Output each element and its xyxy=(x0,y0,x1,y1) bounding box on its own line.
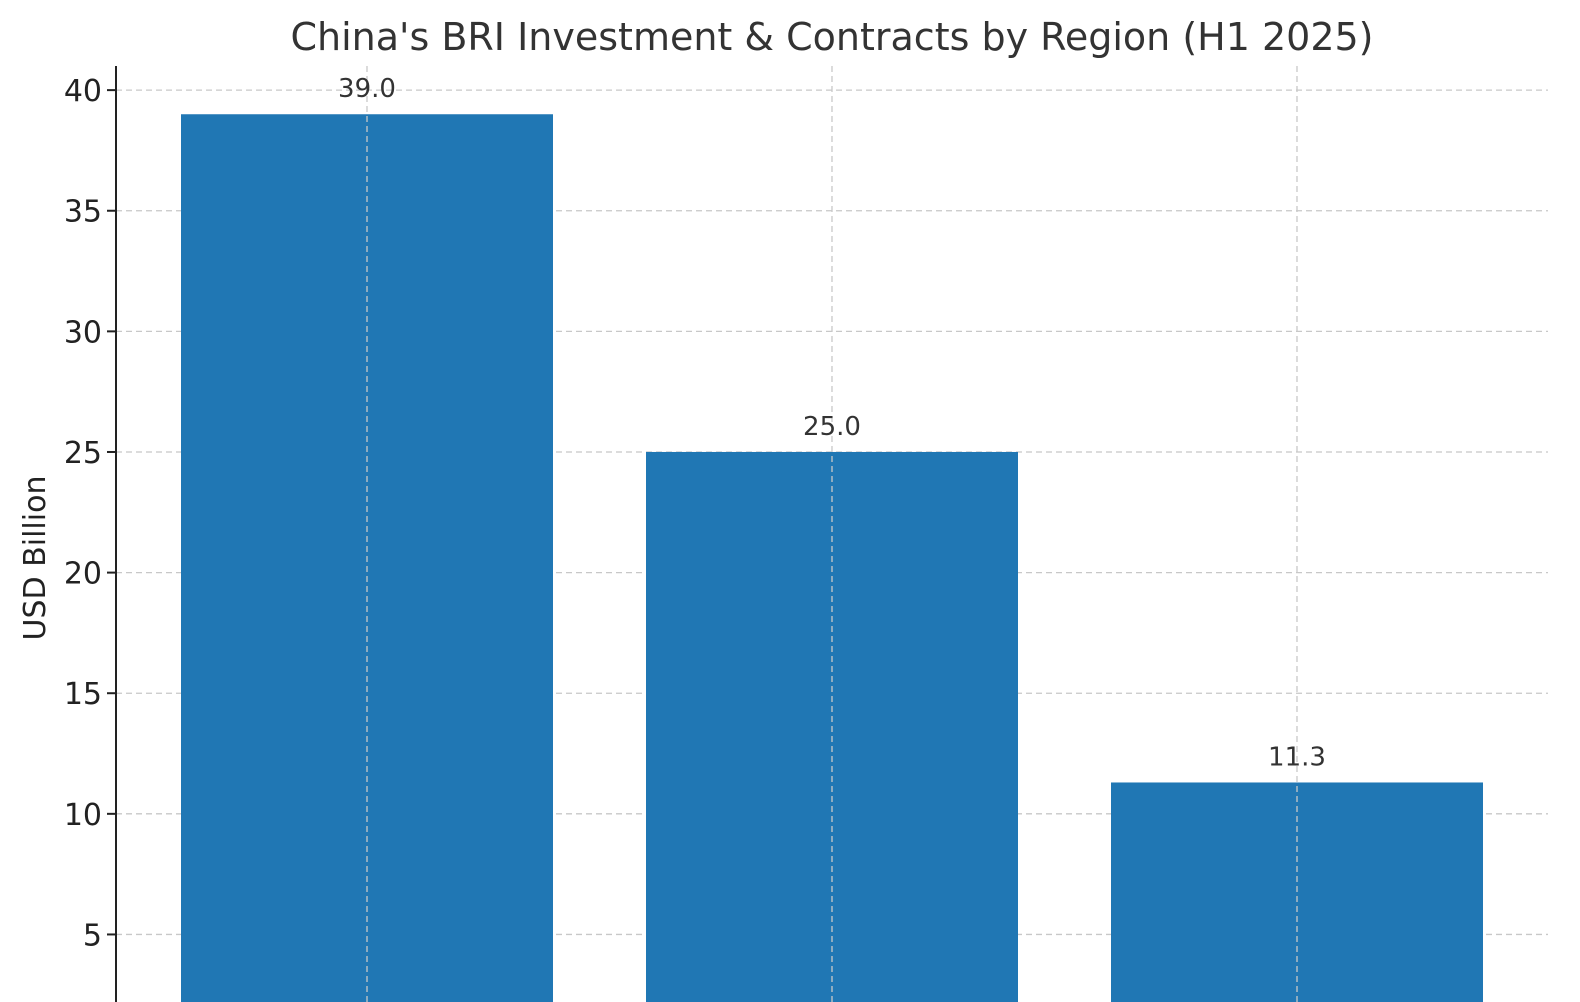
y-tick-layer: 5 10 15 20 25 30 35 40 xyxy=(64,74,116,953)
bar-value-label: 25.0 xyxy=(803,412,861,442)
bar-value-label: 39.0 xyxy=(338,74,396,104)
y-tick-label: 35 xyxy=(64,195,102,230)
y-tick-label: 25 xyxy=(64,436,102,471)
y-tick-label: 30 xyxy=(64,315,102,350)
y-axis-label: USD Billion xyxy=(18,476,53,641)
y-tick-label: 10 xyxy=(64,798,102,833)
y-tick-label: 5 xyxy=(83,918,102,953)
y-tick-label: 20 xyxy=(64,557,102,592)
y-tick-label: 15 xyxy=(64,677,102,712)
chart-title: China's BRI Investment & Contracts by Re… xyxy=(290,15,1373,59)
bar-value-label: 11.3 xyxy=(1268,742,1326,772)
data-label-layer: 39.0 25.0 11.3 xyxy=(338,66,1326,1002)
y-tick-label: 40 xyxy=(64,74,102,109)
